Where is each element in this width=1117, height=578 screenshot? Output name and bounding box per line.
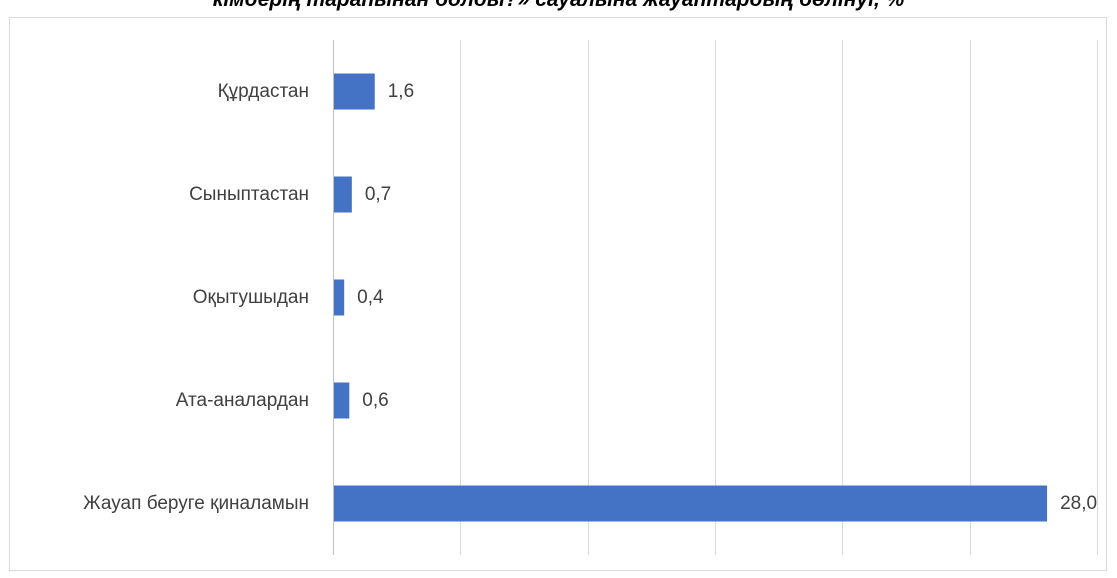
chart-title: кімдерің тарапынан болды?» сауалына жауа… xyxy=(0,0,1117,12)
category-label: Оқытушыдан xyxy=(193,287,309,308)
bars xyxy=(334,73,1048,522)
category-label: Сыныптастан xyxy=(189,184,309,205)
value-label: 0,4 xyxy=(357,287,384,308)
category-label: Құрдастан xyxy=(218,81,309,102)
value-label: 28,0 xyxy=(1060,493,1097,514)
bar xyxy=(334,485,1048,522)
chart-frame xyxy=(9,17,1107,571)
value-labels: 1,6 0,7 0,4 0,6 28,0 xyxy=(357,81,1097,514)
value-label: 1,6 xyxy=(388,81,414,102)
bar xyxy=(334,382,350,419)
bar xyxy=(334,73,375,110)
bar xyxy=(334,279,345,316)
category-label: Жауап беруге қиналамын xyxy=(83,493,309,514)
category-label: Ата-аналардан xyxy=(176,390,309,411)
value-label: 0,7 xyxy=(365,184,391,205)
category-labels: Құрдастан Сыныптастан Оқытушыдан Ата-аналар… xyxy=(83,81,309,514)
value-label: 0,6 xyxy=(362,390,388,411)
gridlines xyxy=(333,40,1098,555)
bar xyxy=(334,176,352,213)
